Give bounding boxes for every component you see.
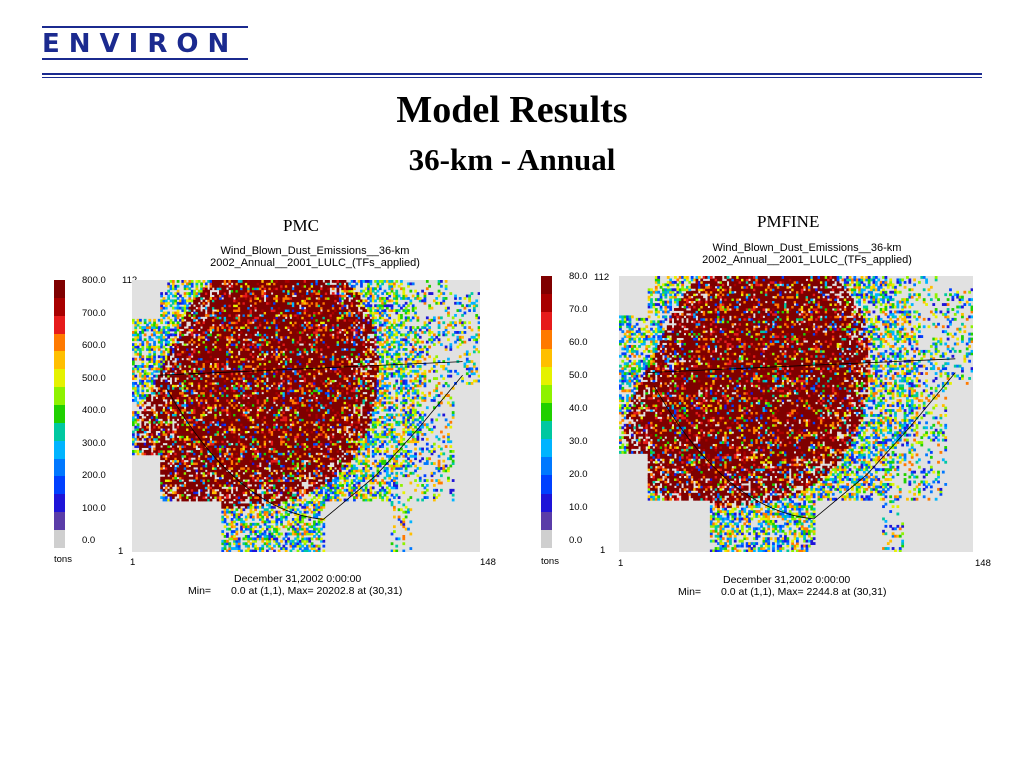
colorbar-swatch [541,421,552,440]
x-axis-right-label: 148 [975,558,991,569]
emissions-map [619,276,973,552]
colorbar-swatch [541,529,552,548]
colorbar-swatch [54,530,65,548]
colorbar-tick-label: 0.0 [569,535,583,546]
colorbar-swatch [541,366,552,385]
header-rule-bottom [42,77,982,78]
colorbar-swatch [54,512,65,531]
logo-text: ENVIRON [42,29,239,59]
colorbar-swatch [541,402,552,421]
colorbar-tick-label: 100.0 [82,502,106,514]
colorbar-swatch [541,457,552,476]
colorbar-tick-label: 30.0 [569,436,588,447]
date-label: December 31,2002 0:00:00 [723,574,851,586]
x-axis-right-label: 148 [480,557,496,568]
y-axis-bottom-label: 1 [118,546,124,557]
pmfine-map-panel: PMFINE Wind_Blown_Dust_Emissions__36-km … [537,210,1007,610]
colorbar-swatch [54,440,65,459]
colorbar-swatch [54,476,65,495]
environ-logo: ENVIRON [42,26,248,60]
stats-label: 0.0 at (1,1), Max= 20202.8 at (30,31) [231,585,403,597]
colorbar-tick-label: 500.0 [82,372,106,384]
colorbar-tick-label: 80.0 [569,271,588,282]
colorbar-swatch [54,351,65,370]
panel-label: PMFINE [757,212,820,231]
colorbar-swatch [541,439,552,458]
colorbar-tick-label: 800.0 [82,275,106,286]
colorbar-swatch [541,493,552,512]
logo-bottom-rule [42,58,248,60]
colorbar-swatch [54,297,65,316]
colorbar-swatch [541,348,552,367]
colorbar-swatch [541,330,552,349]
emissions-map [132,280,480,552]
units-label: tons [54,554,72,565]
units-label: tons [541,556,559,567]
colorbar-swatch [541,384,552,403]
logo-top-rule [42,26,248,28]
x-axis-left-label: 1 [130,557,136,568]
panel-label: PMC [283,216,319,235]
y-axis-top-label: 112 [594,272,610,283]
x-axis-left-label: 1 [618,558,624,569]
colorbar-swatch [541,475,552,494]
colorbar-swatch [541,312,552,331]
colorbar-swatch [54,369,65,388]
colorbar [541,276,552,548]
date-label: December 31,2002 0:00:00 [234,573,362,585]
slide-subtitle: 36-km - Annual [408,142,616,177]
colorbar-swatch [541,294,552,313]
plot-title-line-2: 2002_Annual__2001_LULC_(TFs_applied) [210,257,420,269]
plot-title: Wind_Blown_Dust_Emissions__36-km 2002_An… [155,245,475,269]
slide-title: Model Results [396,89,628,131]
min-label: Min= [678,586,702,598]
colorbar-tick-label: 0.0 [82,535,96,546]
colorbar-swatch [54,280,65,298]
colorbar-tick-label: 600.0 [82,340,106,351]
colorbar-swatch [54,315,65,334]
map-canvas [132,280,480,552]
colorbar [54,280,65,548]
plot-title-line-1: Wind_Blown_Dust_Emissions__36-km [220,245,410,257]
colorbar-tick-label: 50.0 [569,370,588,381]
colorbar-swatch [54,494,65,513]
map-canvas [619,276,973,552]
colorbar-swatch [54,333,65,352]
colorbar-swatch [54,422,65,441]
colorbar-tick-label: 40.0 [569,403,588,414]
colorbar-tick-label: 20.0 [569,469,588,480]
colorbar-swatch [54,387,65,406]
colorbar-swatch [54,458,65,477]
colorbar-tick-label: 10.0 [569,502,588,513]
colorbar-tick-label: 400.0 [82,405,106,416]
stats-label: 0.0 at (1,1), Max= 2244.8 at (30,31) [721,586,887,598]
colorbar-tick-label: 700.0 [82,307,106,319]
plot-title-line-2: 2002_Annual__2001_LULC_(TFs_applied) [702,254,912,266]
min-label: Min= [188,585,212,597]
colorbar-tick-label: 300.0 [82,437,106,449]
y-axis-top-label: 112 [122,275,138,286]
colorbar-tick-label: 60.0 [569,337,588,348]
colorbar-tick-label: 200.0 [82,470,106,481]
colorbar-swatch [541,511,552,530]
colorbar-swatch [54,405,65,423]
y-axis-bottom-label: 1 [600,545,606,556]
pmc-map-panel: PMC Wind_Blown_Dust_Emissions__36-km 200… [50,210,520,610]
plot-title-line-1: Wind_Blown_Dust_Emissions__36-km [712,242,902,254]
colorbar-tick-label: 70.0 [569,304,588,315]
colorbar-swatch [541,276,552,295]
plot-title: Wind_Blown_Dust_Emissions__36-km 2002_An… [647,242,967,266]
header-rule-top [42,73,982,75]
